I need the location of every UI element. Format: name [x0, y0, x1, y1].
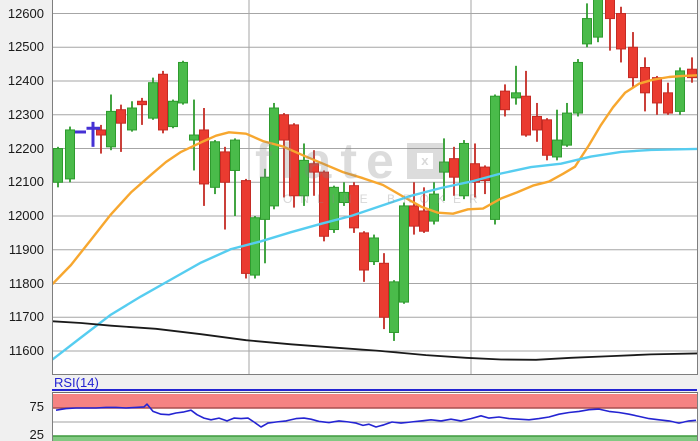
price-tick-label: 11800: [8, 275, 44, 291]
candle-up: [562, 112, 572, 146]
candle-up: [329, 186, 339, 231]
ma-black: [53, 320, 697, 361]
candle-down: [500, 90, 510, 111]
price-tick-label: 12500: [7, 39, 44, 55]
candle-up: [339, 191, 349, 204]
candle-up: [260, 176, 270, 220]
candle-down: [319, 171, 329, 237]
candle-up: [459, 142, 469, 197]
candle-down: [521, 95, 531, 136]
candle-down: [616, 13, 626, 50]
candle-down: [652, 77, 662, 104]
rsi-separator-line: [52, 389, 697, 391]
price-tick-label: 11900: [8, 241, 44, 257]
candle-down: [158, 73, 168, 131]
candle-up: [593, 0, 603, 38]
candle-down: [137, 100, 147, 106]
candle-up: [369, 237, 379, 263]
candle-down: [470, 163, 480, 183]
candle-down: [279, 114, 289, 141]
rsi-tick-label: 75: [29, 399, 44, 414]
candle-up: [675, 70, 685, 112]
candle-up: [168, 100, 178, 128]
rsi-tick-label: 25: [29, 427, 44, 441]
candle-up: [65, 129, 75, 180]
candle-up: [178, 61, 188, 104]
candle-down: [241, 180, 251, 274]
price-tick-label: 12100: [7, 174, 44, 190]
candle-up: [210, 141, 220, 188]
price-axis: 12600 12500 12400 12300 12200 12100 12000 11900…: [0, 0, 46, 375]
ma-orange: [53, 74, 697, 285]
candlestick-canvas[interactable]: [53, 0, 697, 374]
price-tick-label: 12000: [7, 208, 44, 224]
candle-down: [359, 232, 369, 271]
rsi-overbought-band: [53, 394, 697, 409]
main-chart-plot[interactable]: flate x ONLINE BROKER: [52, 0, 698, 375]
candle-up: [127, 107, 137, 131]
rsi-oversold-band: [53, 436, 697, 441]
candle-down: [628, 46, 638, 79]
candle-up: [552, 139, 562, 158]
rsi-axis: 75 25: [0, 392, 46, 441]
candle-up: [148, 82, 158, 119]
price-tick-label: 11600: [8, 343, 44, 359]
candle-down: [349, 185, 359, 229]
candle-down: [449, 158, 459, 178]
candle-down: [116, 109, 126, 124]
candle-up: [511, 92, 521, 99]
candle-down: [542, 119, 552, 156]
candle-up: [582, 18, 592, 45]
price-tick-label: 12200: [7, 140, 44, 156]
rsi-indicator-label: RSI(14): [54, 375, 99, 390]
ma-cyan: [53, 147, 697, 361]
candle-down: [480, 166, 490, 182]
candle-up: [53, 148, 63, 183]
candle-down: [379, 262, 389, 318]
candle-up: [573, 61, 583, 114]
candle-up: [230, 139, 240, 171]
rsi-line: [55, 403, 697, 428]
candle-up: [389, 281, 399, 333]
candle-up: [439, 161, 449, 173]
candle-down: [289, 124, 299, 197]
price-tick-label: 11700: [8, 309, 44, 325]
candle-up: [399, 205, 409, 303]
rsi-canvas[interactable]: [53, 393, 697, 441]
price-tick-label: 12300: [7, 106, 44, 122]
candle-down: [96, 129, 106, 136]
candle-up: [490, 95, 500, 220]
price-tick-label: 12400: [7, 73, 44, 88]
price-tick-label: 12600: [7, 5, 44, 21]
rsi-header: RSI(14): [0, 374, 700, 392]
candle-up: [429, 193, 439, 222]
candle-down: [199, 129, 209, 185]
candle-down: [532, 115, 542, 131]
candle-down: [309, 163, 319, 173]
candle-up: [189, 134, 199, 141]
candle-down: [605, 0, 615, 20]
candle-up: [299, 159, 309, 197]
candle-down: [419, 210, 429, 232]
candle-down: [409, 205, 419, 227]
candle-down: [663, 92, 673, 114]
candle-up: [250, 217, 260, 276]
candle-down: [220, 151, 230, 183]
rsi-panel[interactable]: [52, 392, 698, 441]
candle-up: [106, 110, 116, 148]
candle-up: [269, 107, 279, 207]
candle-down: [687, 68, 697, 79]
